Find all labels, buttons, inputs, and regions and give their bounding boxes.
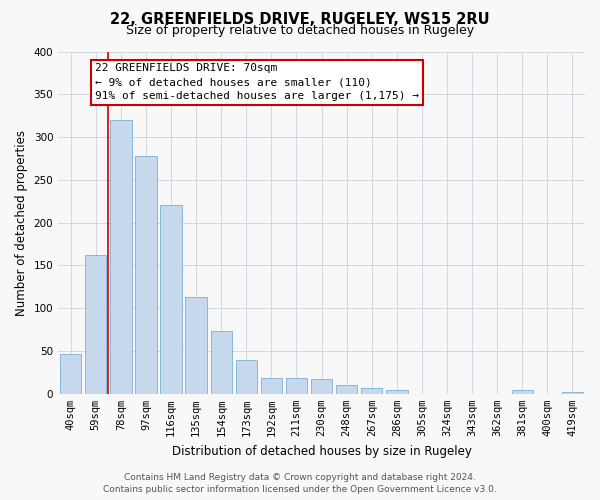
Text: 22 GREENFIELDS DRIVE: 70sqm
← 9% of detached houses are smaller (110)
91% of sem: 22 GREENFIELDS DRIVE: 70sqm ← 9% of deta… [95, 64, 419, 102]
Bar [110, 120, 131, 394]
Bar [136, 156, 157, 394]
Bar [562, 392, 583, 394]
Bar [261, 378, 282, 394]
Bar [286, 378, 307, 394]
Bar [185, 297, 207, 394]
Text: Size of property relative to detached houses in Rugeley: Size of property relative to detached ho… [126, 24, 474, 37]
X-axis label: Distribution of detached houses by size in Rugeley: Distribution of detached houses by size … [172, 444, 472, 458]
Bar [311, 380, 332, 394]
Text: 22, GREENFIELDS DRIVE, RUGELEY, WS15 2RU: 22, GREENFIELDS DRIVE, RUGELEY, WS15 2RU [110, 12, 490, 28]
Bar [160, 204, 182, 394]
Bar [386, 390, 407, 394]
Bar [211, 332, 232, 394]
Text: Contains HM Land Registry data © Crown copyright and database right 2024.
Contai: Contains HM Land Registry data © Crown c… [103, 472, 497, 494]
Bar [361, 388, 382, 394]
Bar [60, 354, 82, 394]
Bar [512, 390, 533, 394]
Y-axis label: Number of detached properties: Number of detached properties [15, 130, 28, 316]
Bar [85, 255, 106, 394]
Bar [336, 385, 358, 394]
Bar [236, 360, 257, 394]
